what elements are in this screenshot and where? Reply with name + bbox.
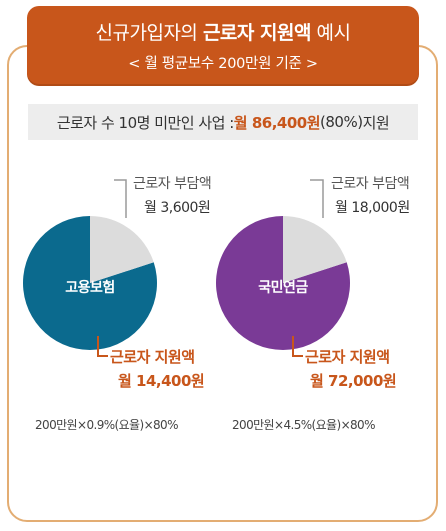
page-subtitle: < 월 평균보수 200만원 기준 >	[128, 56, 318, 72]
page-title: 신규가입자의 근로자 지원액 예시	[27, 18, 419, 45]
summary-bar: 근로자 수 10명 미만인 사업 : 월 86,400원 (80%) 지원	[28, 104, 418, 140]
summary-prefix: 근로자 수 10명 미만인 사업 :	[56, 113, 234, 132]
national-pension-burden-slice	[283, 216, 347, 283]
employment-insurance-label: 고용보험	[65, 280, 115, 296]
title-suffix: 예시	[310, 22, 351, 44]
employment-insurance-burden-slice	[90, 216, 154, 283]
employment-insurance-formula: 200만원×0.9%(요율)×80%	[35, 418, 179, 432]
national-pension-burden-leader-line	[310, 179, 324, 218]
national-pension-support-caption: 근로자 지원액	[305, 348, 390, 366]
title-banner: 신규가입자의 근로자 지원액 예시 < 월 평균보수 200만원 기준 >	[27, 6, 419, 84]
employment-insurance-support-caption: 근로자 지원액	[110, 348, 195, 366]
national-pension-formula: 200만원×4.5%(요율)×80%	[232, 418, 376, 432]
employment-insurance-support-amount: 월 14,400원	[118, 372, 205, 390]
employment-insurance-burden-amount: 월 3,600원	[144, 200, 211, 216]
national-pension-support-leader-line	[292, 336, 303, 357]
employment-insurance-burden-caption: 근로자 부담액	[133, 176, 212, 192]
national-pension-support-amount: 월 72,000원	[310, 372, 397, 390]
national-pension-label: 국민연금	[258, 280, 308, 296]
summary-percent: (80%)	[320, 113, 363, 131]
summary-suffix: 지원	[362, 113, 390, 132]
national-pension-burden-amount: 월 18,000원	[335, 200, 410, 216]
title-prefix: 신규가입자의	[95, 22, 203, 44]
title-emphasis: 근로자 지원액	[202, 22, 312, 44]
employment-insurance-burden-leader-line	[114, 179, 127, 218]
summary-amount: 월 86,400원	[233, 113, 321, 132]
national-pension-burden-caption: 근로자 부담액	[331, 176, 410, 192]
employment-insurance-support-slice	[22, 216, 158, 350]
employment-insurance-support-leader-line	[97, 336, 108, 357]
